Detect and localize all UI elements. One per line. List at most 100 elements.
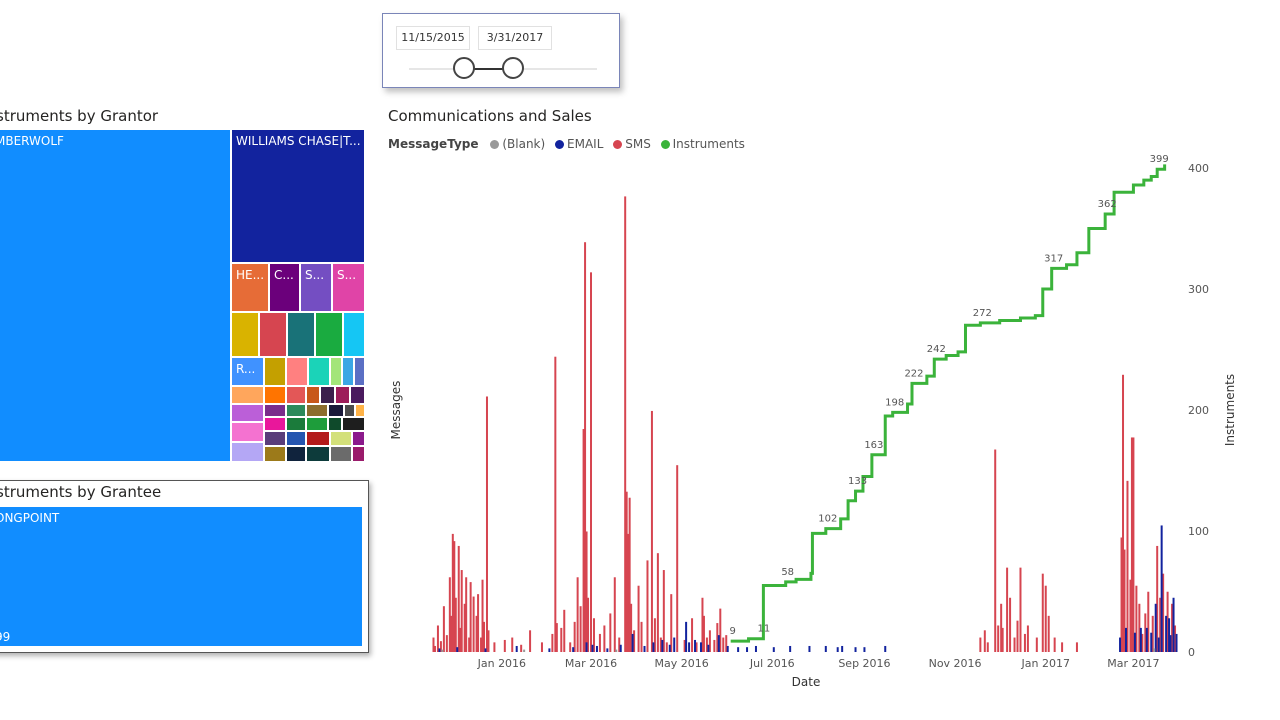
sms-bar[interactable] — [448, 577, 451, 652]
treemap-tile[interactable] — [306, 386, 320, 404]
sms-bar[interactable] — [1147, 591, 1150, 652]
sms-bar[interactable] — [705, 637, 708, 652]
treemap-tile[interactable] — [306, 431, 330, 446]
treemap-tile[interactable]: S... — [332, 263, 365, 312]
sms-bar[interactable] — [1132, 437, 1135, 652]
sms-bar[interactable] — [708, 630, 711, 652]
email-bar[interactable] — [631, 633, 634, 652]
email-bar[interactable] — [754, 645, 757, 652]
sms-bar[interactable] — [584, 242, 587, 653]
email-bar[interactable] — [591, 644, 594, 652]
sms-bar[interactable] — [627, 533, 630, 652]
email-bar[interactable] — [884, 645, 887, 652]
instruments-line[interactable] — [730, 164, 1167, 643]
sms-bar[interactable] — [520, 644, 523, 652]
email-bar[interactable] — [661, 639, 664, 652]
sms-bar[interactable] — [650, 410, 653, 652]
sms-bar[interactable] — [1016, 620, 1019, 652]
sms-bar[interactable] — [436, 625, 439, 652]
blank-bar[interactable] — [1153, 648, 1156, 652]
treemap-tile[interactable] — [328, 417, 342, 431]
sms-bar[interactable] — [1061, 642, 1064, 652]
treemap-tile[interactable] — [264, 386, 286, 404]
blank-bar[interactable] — [523, 649, 526, 652]
treemap-tile[interactable] — [264, 404, 286, 417]
email-bar[interactable] — [1150, 632, 1153, 652]
treemap-tile[interactable] — [343, 312, 365, 357]
treemap-tile[interactable] — [344, 404, 355, 417]
sms-bar[interactable] — [1041, 573, 1044, 652]
email-bar[interactable] — [836, 647, 839, 652]
email-bar[interactable] — [841, 645, 844, 652]
sms-bar[interactable] — [585, 531, 588, 652]
sms-bar[interactable] — [986, 642, 989, 652]
sms-bar[interactable] — [579, 606, 582, 652]
treemap-tile[interactable] — [308, 357, 330, 386]
sms-bar[interactable] — [1000, 603, 1003, 652]
treemap-tile[interactable] — [352, 446, 365, 462]
treemap-tile[interactable]: HE... — [231, 263, 269, 312]
treemap-tile[interactable] — [330, 431, 352, 446]
treemap-tile[interactable] — [330, 357, 342, 386]
email-bar[interactable] — [694, 639, 697, 652]
sms-bar[interactable] — [1006, 567, 1009, 652]
email-bar[interactable] — [746, 647, 749, 652]
treemap-tile[interactable]: R... — [231, 357, 264, 386]
sms-bar[interactable] — [695, 642, 698, 652]
treemap-tile[interactable] — [328, 404, 344, 417]
email-bar[interactable] — [438, 648, 441, 652]
treemap-tile[interactable] — [264, 417, 286, 431]
sms-bar[interactable] — [432, 637, 435, 652]
email-bar[interactable] — [668, 644, 671, 652]
legend-item-sms[interactable]: SMS — [613, 137, 651, 151]
sms-bar[interactable] — [1023, 633, 1026, 652]
sms-bar[interactable] — [485, 396, 488, 652]
sms-bar[interactable] — [439, 641, 442, 652]
treemap-tile[interactable] — [335, 386, 350, 404]
sms-bar[interactable] — [576, 577, 579, 652]
email-bar[interactable] — [585, 642, 588, 652]
sms-bar[interactable] — [442, 606, 445, 652]
sms-bar[interactable] — [453, 541, 456, 652]
end-date-input[interactable]: 3/31/2017 — [478, 26, 552, 50]
sms-bar[interactable] — [1156, 545, 1159, 652]
sms-bar[interactable] — [433, 645, 436, 652]
blank-bar[interactable] — [441, 649, 444, 652]
sms-bar[interactable] — [465, 577, 468, 652]
email-bar[interactable] — [1139, 627, 1142, 652]
sms-bar[interactable] — [603, 625, 606, 652]
sms-bar[interactable] — [1019, 567, 1022, 652]
treemap-tile[interactable] — [320, 386, 335, 404]
sms-bar[interactable] — [1166, 591, 1169, 652]
email-bar[interactable] — [685, 621, 688, 652]
treemap-tile[interactable] — [355, 404, 365, 417]
treemap-tile[interactable] — [286, 446, 306, 462]
treemap-tile[interactable] — [342, 417, 365, 431]
email-bar[interactable] — [772, 647, 775, 652]
treemap-tile[interactable] — [306, 404, 328, 417]
sms-bar[interactable] — [1171, 603, 1174, 652]
email-bar[interactable] — [652, 642, 655, 652]
sms-bar[interactable] — [1122, 374, 1125, 652]
sms-bar[interactable] — [713, 639, 716, 652]
sms-bar[interactable] — [1162, 573, 1165, 652]
treemap-tile[interactable] — [354, 357, 365, 386]
sms-bar[interactable] — [493, 642, 496, 652]
sms-bar[interactable] — [665, 642, 668, 652]
sms-bar[interactable] — [691, 618, 694, 652]
sms-bar[interactable] — [722, 637, 725, 652]
sms-bar[interactable] — [1151, 615, 1154, 652]
treemap-tile-second[interactable]: WILLIAMS CHASE|T... — [231, 129, 365, 263]
sms-bar[interactable] — [1123, 549, 1126, 652]
sms-bar[interactable] — [511, 637, 514, 652]
email-bar[interactable] — [643, 645, 646, 652]
treemap-tile[interactable]: S... — [300, 263, 332, 312]
sms-bar[interactable] — [450, 615, 453, 652]
email-bar[interactable] — [1175, 633, 1178, 652]
email-bar[interactable] — [1154, 603, 1157, 652]
treemap-tile[interactable] — [352, 431, 365, 446]
treemap-tile-main[interactable]: MBERWOLF — [0, 129, 231, 462]
email-bar[interactable] — [456, 647, 459, 652]
treemap-tile[interactable] — [286, 357, 308, 386]
email-bar[interactable] — [484, 648, 487, 652]
